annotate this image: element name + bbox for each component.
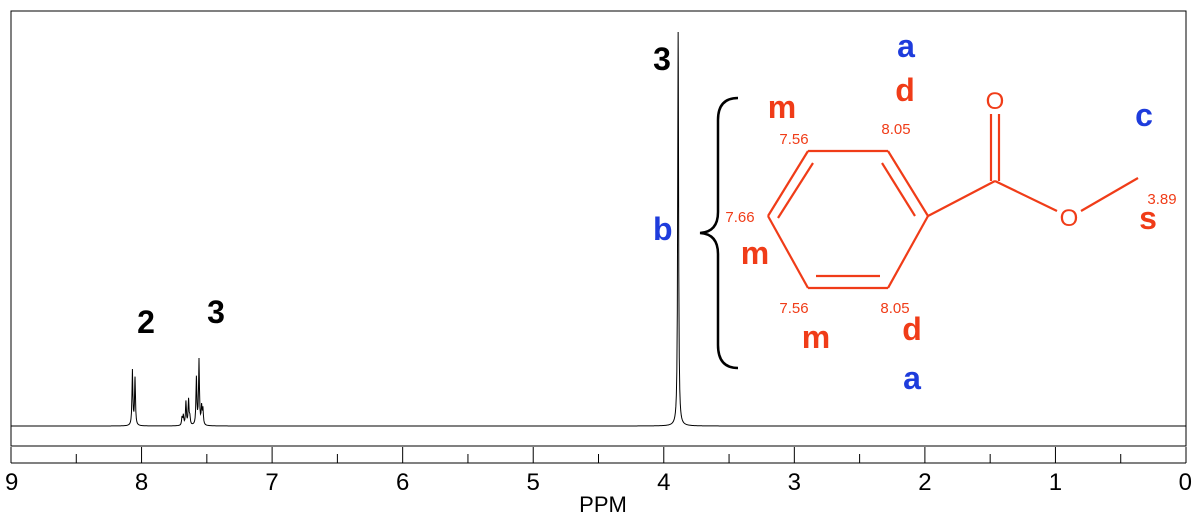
multiplicity-para: m: [741, 235, 769, 271]
x-tick-label: 0: [1179, 469, 1192, 496]
x-axis-title: PPM: [579, 492, 627, 517]
shift-meta-bottom: 7.56: [779, 300, 808, 317]
x-tick-label: 9: [5, 469, 18, 496]
molecule-structure: b O O 8.05 7.56 7.66: [653, 28, 1177, 396]
ester-bond: [994, 180, 1058, 212]
shift-meta-top: 7.56: [779, 131, 808, 148]
x-tick-label: 7: [265, 469, 278, 496]
ring-bond: [767, 215, 809, 289]
x-axis-ticks: [10, 447, 1187, 463]
x-tick-label: 5: [527, 469, 540, 496]
group-label-methyl: c: [1135, 97, 1153, 133]
ester-bond: [927, 180, 996, 217]
shift-ortho-bottom: 8.05: [880, 300, 909, 317]
x-tick-label: 4: [657, 469, 670, 496]
multiplicity-ortho-top: d: [895, 72, 915, 108]
plot-frame: [10, 10, 1187, 447]
ring-double-bond: [777, 162, 814, 219]
shift-methyl: 3.89: [1147, 191, 1176, 208]
carbonyl-oxygen: O: [986, 88, 1005, 115]
x-tick-label: 6: [396, 469, 409, 496]
multiplicity-methyl: s: [1139, 200, 1157, 236]
ring-bond: [887, 150, 929, 217]
shift-ortho-top: 8.05: [881, 121, 910, 138]
ring-bond: [887, 215, 929, 289]
ring-double-bond: [881, 162, 916, 217]
shift-para: 7.66: [725, 209, 754, 226]
multiplicity-ortho-bottom: d: [902, 311, 922, 347]
ester-oxygen: O: [1060, 205, 1079, 232]
x-tick-label: 3: [788, 469, 801, 496]
x-tick-label: 8: [135, 469, 148, 496]
multiplicity-meta-bottom: m: [802, 319, 830, 355]
spectrum-trace: [11, 31, 1186, 427]
integration-label: 3: [207, 294, 225, 330]
x-tick-label: 1: [1049, 469, 1062, 496]
multiplicity-meta-top: m: [768, 89, 796, 125]
curly-brace: [699, 96, 739, 370]
ring-bond: [767, 150, 809, 217]
x-tick-label: 2: [918, 469, 931, 496]
brace-group-label: b: [653, 211, 673, 247]
methyl-bond: [1080, 177, 1139, 212]
group-label-ortho-top: a: [897, 28, 915, 64]
integration-label: 2: [137, 304, 155, 340]
integration-label: 3: [653, 41, 671, 77]
group-label-ortho-bottom: a: [903, 360, 921, 396]
peak-annotations: 2 3 3: [137, 41, 671, 340]
x-axis-tick-labels: 9 8 7 6 5 4 3 2 1 0: [5, 469, 1192, 496]
